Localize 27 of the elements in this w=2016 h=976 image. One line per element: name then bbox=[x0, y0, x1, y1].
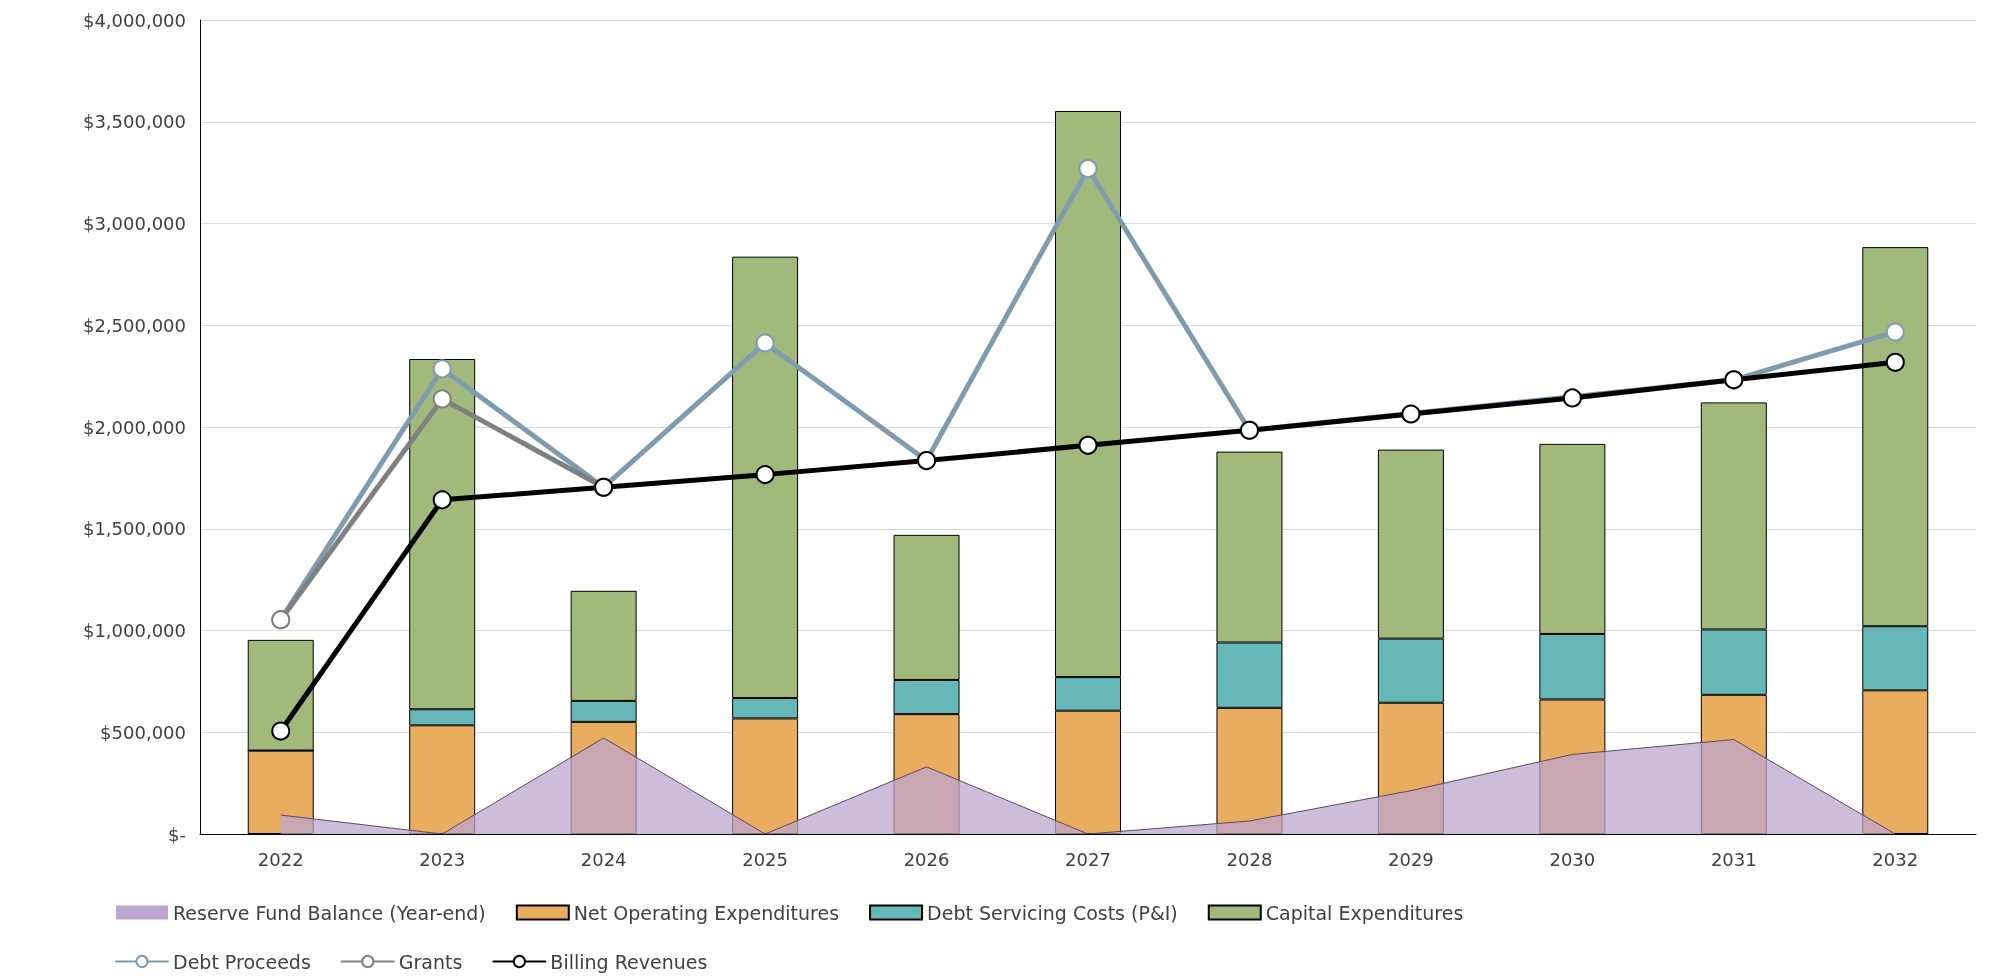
y-tick-label: $2,000,000 bbox=[82, 416, 186, 438]
y-tick-label: $500,000 bbox=[100, 721, 186, 743]
y-tick-label: $- bbox=[168, 823, 186, 845]
x-tick-label: 2031 bbox=[1710, 848, 1757, 870]
legend-label: Grants bbox=[398, 950, 463, 973]
legend-label: Debt Servicing Costs (P&I) bbox=[927, 901, 1178, 924]
y-tick-label: $3,500,000 bbox=[82, 111, 186, 133]
y-tick-label: $4,000,000 bbox=[82, 9, 186, 31]
y-tick-label: $1,500,000 bbox=[82, 518, 186, 540]
x-tick-label: 2024 bbox=[580, 848, 627, 870]
y-tick-label: $1,000,000 bbox=[82, 620, 186, 641]
x-tick-label: 2023 bbox=[419, 848, 466, 870]
legend-label: Net Operating Expenditures bbox=[573, 901, 840, 924]
legend-label: Billing Revenues bbox=[550, 950, 708, 973]
x-tick-label: 2028 bbox=[1226, 848, 1273, 870]
x-tick-label: 2029 bbox=[1388, 848, 1434, 870]
x-tick-label: 2030 bbox=[1549, 848, 1596, 870]
legend-label: Debt Proceeds bbox=[173, 950, 311, 973]
legend-label: Capital Expenditures bbox=[1265, 901, 1464, 924]
y-tick-label: $3,000,000 bbox=[82, 213, 186, 234]
x-tick-label: 2022 bbox=[257, 848, 304, 870]
x-tick-label: 2032 bbox=[1872, 848, 1919, 870]
legend-label: Reserve Fund Balance (Year-end) bbox=[173, 901, 486, 924]
y-tick-label: $2,500,000 bbox=[82, 314, 186, 336]
x-tick-label: 2027 bbox=[1065, 848, 1111, 870]
x-tick-label: 2026 bbox=[903, 848, 950, 870]
x-tick-label: 2025 bbox=[742, 848, 788, 870]
